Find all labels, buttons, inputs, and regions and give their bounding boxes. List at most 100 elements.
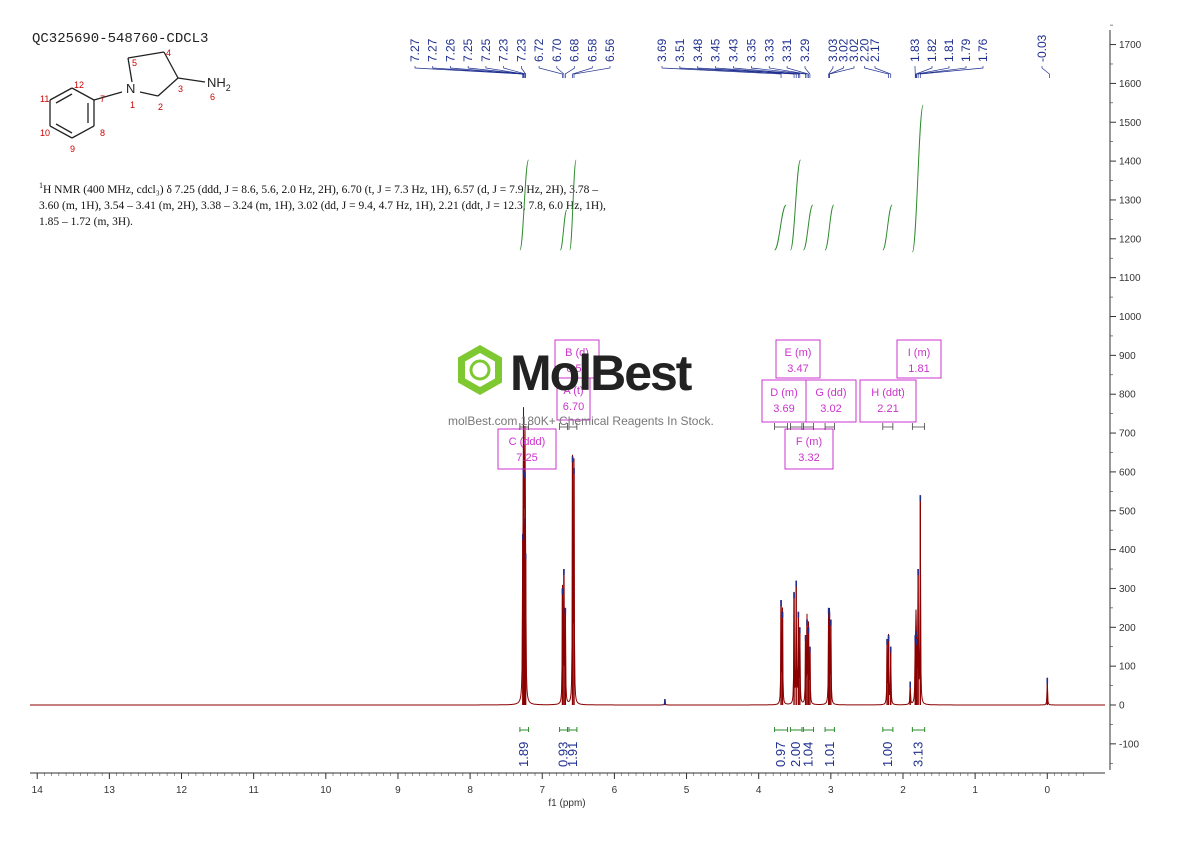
bond xyxy=(163,51,179,79)
peak-label: 3.43 xyxy=(727,38,741,62)
peak-label-connector xyxy=(1041,66,1050,78)
peak-label-connector xyxy=(521,66,527,78)
atom-label: 3 xyxy=(178,84,183,94)
peak-label-connector xyxy=(828,66,834,78)
bond xyxy=(71,125,95,139)
multiplet-box xyxy=(896,339,942,379)
peak-label: 7.27 xyxy=(426,38,440,62)
multiplet-shift: 2.21 xyxy=(877,403,898,415)
peak-label-connector xyxy=(804,66,811,78)
bond xyxy=(127,57,133,83)
multiplet-bracket xyxy=(803,423,814,430)
integral-bracket xyxy=(519,727,530,732)
peak-label: 6.56 xyxy=(603,38,617,62)
multiplet-type: C (ddd) xyxy=(509,436,546,448)
y-tick-label: 0 xyxy=(1119,701,1125,712)
watermark-logo: MolBest xyxy=(510,345,692,401)
peak-label: 2.17 xyxy=(868,38,882,62)
integral-value: 3.13 xyxy=(910,742,925,767)
peak-label: 1.76 xyxy=(976,38,990,62)
peak-label: 6.70 xyxy=(550,38,564,62)
y-tick-label: -100 xyxy=(1119,739,1139,750)
multiplet-bracket xyxy=(568,423,578,430)
x-tick-label: 14 xyxy=(32,785,44,796)
atom-label: 12 xyxy=(74,80,84,90)
multiplet-bracket xyxy=(911,423,926,430)
atom-label: 9 xyxy=(70,144,75,154)
peak-label: 3.03 xyxy=(826,38,840,62)
multiplet-boxes: A (t) 6.70 B (d) 6.57 C (ddd) 7.25 D (m) 3.69 E … xyxy=(497,339,942,470)
integral-value: 1.04 xyxy=(800,742,815,767)
integral-bracket xyxy=(802,727,815,732)
peak-label-connector xyxy=(786,66,809,78)
atom-labels: 12 11 10 9 8 7 1 5 4 3 2 6 xyxy=(40,48,215,154)
multiplet-bracket xyxy=(559,423,568,430)
peak-label-connector xyxy=(697,66,797,78)
y-tick-label: 900 xyxy=(1119,351,1136,362)
peak-label-connector xyxy=(751,66,806,78)
atom-label: 5 xyxy=(132,58,137,68)
x-tick-label: 13 xyxy=(104,785,116,796)
peak-label-connector xyxy=(450,66,524,78)
spectrum-line xyxy=(30,407,1105,706)
atom-n: N xyxy=(126,81,135,96)
nmr-description: 1H NMR (400 MHz, cdcl₃) δ 7.25 (ddd, J =… xyxy=(39,178,619,230)
multiplet-shift: 3.69 xyxy=(773,403,794,415)
peak-label: 1.82 xyxy=(925,38,939,62)
y-tick-label: 1500 xyxy=(1119,118,1142,129)
integral-curve xyxy=(569,159,577,251)
peak-label: 3.02 xyxy=(847,38,861,62)
multiplet-box xyxy=(554,339,600,379)
watermark-logo-icon xyxy=(458,345,502,395)
peak-label: -0.03 xyxy=(1035,34,1049,62)
peak-label: 7.26 xyxy=(443,38,457,62)
peak-label: 7.23 xyxy=(497,38,511,62)
multiplet-shift: 3.47 xyxy=(787,363,808,375)
multiplet-shift: 3.02 xyxy=(820,403,841,415)
integral-value: 0.93 xyxy=(556,742,571,767)
integral-value: 1.01 xyxy=(822,742,837,767)
multiplet-box xyxy=(805,379,857,423)
peak-labels: 7.27 7.27 7.26 7.25 7.25 7.23 7.23 6.72 6.70 6.68… xyxy=(408,34,1050,78)
x-tick-label: 9 xyxy=(395,785,401,796)
y-tick-label: 1000 xyxy=(1119,312,1142,323)
y-tick-label: 1300 xyxy=(1119,195,1142,206)
bond xyxy=(177,77,206,83)
atom-label: 7 xyxy=(100,94,105,104)
y-tick-label: 500 xyxy=(1119,506,1136,517)
peak-label: 3.33 xyxy=(762,38,776,62)
atom-nh2: NH2 xyxy=(207,75,231,93)
spectrum xyxy=(30,407,1105,706)
integral-curve xyxy=(789,159,802,251)
peak-label-connector xyxy=(917,66,967,78)
x-tick-label: 4 xyxy=(756,785,762,796)
y-tick-label: 100 xyxy=(1119,662,1136,673)
multiplet-type: I (m) xyxy=(908,347,931,359)
integral-value: 1.89 xyxy=(516,742,531,767)
peak-label: 7.23 xyxy=(514,38,528,62)
x-tick-label: 11 xyxy=(248,785,259,796)
atom-label: 8 xyxy=(100,128,105,138)
integral-bracket xyxy=(568,727,578,732)
bond xyxy=(49,125,73,139)
peak-label: 6.68 xyxy=(568,38,582,62)
multiplet-box xyxy=(784,428,834,470)
peak-label-connector xyxy=(829,66,855,78)
peak-label: 3.45 xyxy=(709,38,723,62)
integral-bracket xyxy=(911,727,926,732)
peak-label: 1.83 xyxy=(908,38,922,62)
integral-bracket xyxy=(882,727,894,732)
bond xyxy=(93,91,123,101)
peak-label: 3.51 xyxy=(673,38,687,62)
peak-label: 3.48 xyxy=(691,38,705,62)
peak-label-connector xyxy=(733,66,801,78)
multiplet-type: B (d) xyxy=(565,347,589,359)
atom-label: 1 xyxy=(130,100,135,110)
peak-label: 3.35 xyxy=(744,38,758,62)
peak-label-connector xyxy=(768,66,808,78)
multiplet-bracket xyxy=(774,423,788,430)
x-tick-label: 2 xyxy=(900,785,906,796)
peak-label-connector xyxy=(572,66,593,78)
peak-label-connector xyxy=(874,66,892,78)
peak-label-connector xyxy=(538,66,563,78)
